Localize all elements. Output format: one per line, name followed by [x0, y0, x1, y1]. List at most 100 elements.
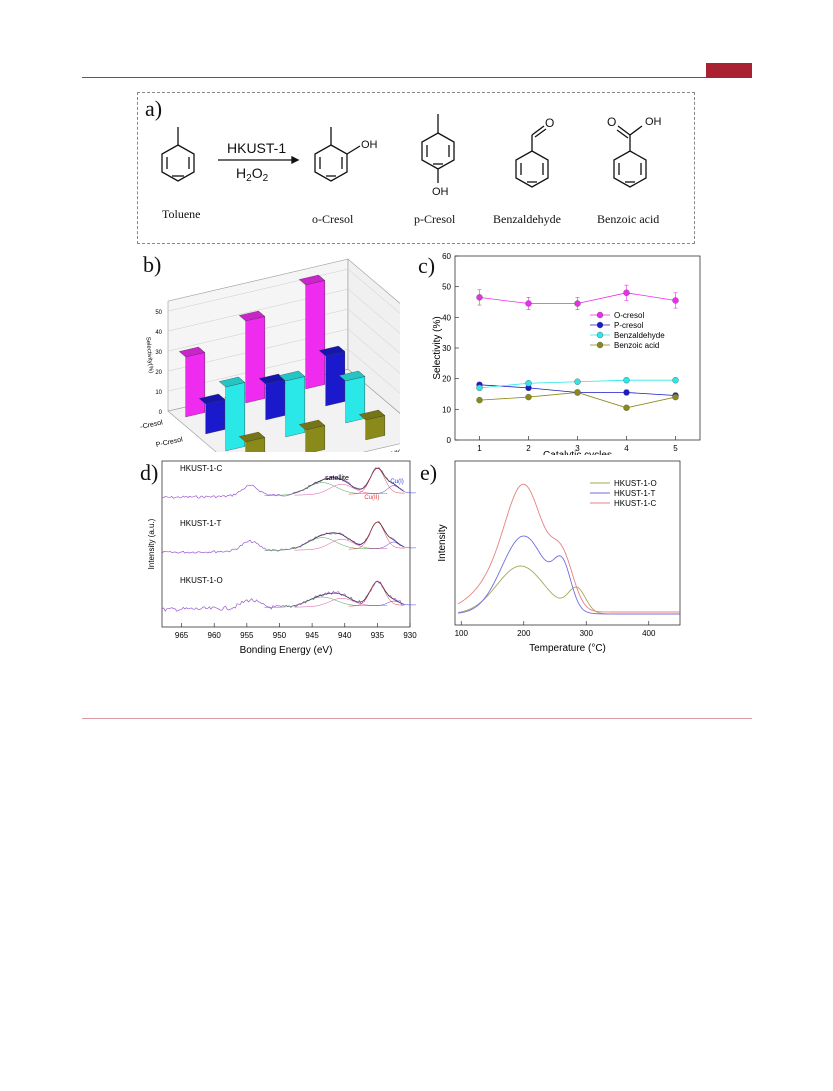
chart-e-frame [454, 460, 681, 626]
chart-d-xlabel: Bonding Energy (eV) [240, 645, 333, 656]
chart-c-xtick: 5 [673, 444, 678, 453]
chart-c-point [623, 376, 630, 384]
chart-e-xlabel: Temperature (°C) [529, 643, 606, 654]
chart-b-ztick: 30 [155, 350, 162, 356]
chart-c-ytick: 50 [442, 283, 451, 292]
chart-b-ztick: 50 [155, 310, 162, 316]
chart-c-point [574, 389, 581, 396]
chart-c-point [476, 396, 483, 404]
chart-e-tpr: 100 200 300 400 Temperature (°C) Intensity HKU… [437, 460, 681, 654]
chart-c-point [672, 393, 679, 401]
chart-d-annotation-satellite: satellite [325, 475, 349, 482]
chart-b-bar [258, 373, 286, 421]
chart-d-xtick: 935 [371, 631, 385, 640]
chart-e-legend-label: HKUST-1-T [614, 489, 655, 498]
toluene-ring [161, 144, 195, 182]
chart-e-legend-label: HKUST-1-C [614, 499, 656, 508]
chart-b-zlabel: Selectivity(%) [144, 337, 153, 374]
chart-d-component [294, 539, 388, 551]
panel-c-label: c) [418, 253, 436, 278]
chart-d-annotation-cu1: Cu(I) [390, 479, 403, 485]
chart-e-curve [458, 535, 680, 615]
o-cresol-oh: OH [361, 139, 378, 151]
chart-e-ylabel: Intensity [437, 524, 448, 561]
reaction-scheme: HKUST-1 H2O2 OH OH O O OH [161, 114, 662, 198]
chart-c-ytick: 0 [447, 436, 452, 445]
bottom-rule [82, 718, 752, 719]
chart-c-legend-label: Benzoic acid [614, 341, 659, 350]
benzoic-o: O [607, 115, 616, 129]
chart-d-xtick: 950 [273, 631, 287, 640]
chart-e-xtick: 300 [580, 629, 594, 638]
chart-b-bar [358, 409, 386, 441]
chart-d-component [370, 485, 416, 494]
header-tab [706, 63, 752, 78]
molecule-name-p-cresol: p-Cresol [414, 212, 456, 226]
chart-d-xtick: 945 [305, 631, 319, 640]
chart-e-xtick: 400 [642, 629, 656, 638]
chart-d-component [370, 541, 416, 549]
chart-c-series [476, 376, 679, 392]
molecule-name-benzaldehyde: Benzaldehyde [493, 212, 561, 226]
chart-c-frame [454, 255, 701, 441]
molecule-name-o-cresol: o-Cresol [312, 212, 354, 226]
chart-d-xtick: 965 [175, 631, 189, 640]
chart-c-ytick: 40 [442, 313, 451, 322]
chart-c-point [525, 300, 532, 307]
chart-d-component [264, 537, 379, 551]
chart-c-ytick: 30 [442, 344, 451, 353]
chart-c-series [476, 284, 679, 310]
chart-c-point [476, 384, 483, 392]
chart-e-xtick: 100 [455, 629, 469, 638]
chart-e-curve [457, 483, 680, 613]
chart-d-series-label: HKUST-1-O [180, 576, 223, 585]
chart-b-bar [338, 370, 366, 424]
panel-a-label: a) [145, 96, 163, 121]
chart-e-legend-label: HKUST-1-O [614, 479, 657, 488]
molecule-name-benzoic-acid: Benzoic acid [597, 212, 660, 226]
chart-b-bar [298, 419, 326, 452]
chart-c-ytick: 60 [442, 252, 451, 261]
chart-b-product-label: P-Cresol [155, 436, 184, 449]
chart-c-point [574, 378, 581, 385]
chart-d-xtick: 930 [403, 631, 417, 640]
chart-d-xps: 965 960 955 950 945 940 935 930 Bonding Energy (… [147, 460, 417, 656]
panel-b-label: b) [143, 252, 162, 277]
chart-d-frame [161, 460, 411, 628]
chart-d-annotation-cu2: Cu(II) [364, 495, 379, 501]
chart-b-ztick: 20 [155, 370, 162, 376]
panel-e-label: e) [420, 460, 438, 485]
p-cresol-oh: OH [432, 186, 449, 198]
chart-c-selectivity: 0 10 20 30 40 50 60 1 2 3 4 5 Catalytic cycles Select… [432, 252, 701, 455]
benzaldehyde-o: O [545, 116, 554, 130]
chart-b-bar [238, 431, 266, 452]
chart-c-point [525, 380, 532, 387]
catalyst-label: HKUST-1 [227, 140, 286, 156]
chart-c-xtick: 1 [477, 444, 482, 453]
chart-c-point [672, 297, 679, 304]
chart-e-xtick: 200 [517, 629, 531, 638]
molecule-name-toluene: Toluene [162, 207, 201, 221]
chart-d-ylabel: Intensity (a.u.) [147, 518, 156, 569]
chart-d-component [294, 484, 388, 496]
chart-b-product-label: O-Cresol [140, 419, 164, 432]
chart-c-ytick: 10 [442, 405, 451, 414]
chart-d-component [294, 598, 388, 608]
chart-b-bar [238, 310, 266, 404]
chart-b-bar [298, 274, 326, 390]
chart-d-component [264, 596, 379, 608]
benzoic-oh: OH [645, 116, 662, 128]
chart-d-series-label: HKUST-1-C [180, 464, 222, 473]
chart-c-xtick: 4 [624, 444, 629, 453]
chart-c-legend-label: O-cresol [614, 311, 644, 320]
top-rule [82, 77, 752, 78]
chart-c-series [476, 389, 679, 412]
chart-c-point [476, 294, 483, 301]
chart-c-legend-marker [596, 341, 604, 349]
chart-c-legend-marker [596, 311, 604, 319]
chart-d-component [264, 482, 379, 496]
chart-c-legend-label: P-cresol [614, 321, 644, 330]
chart-d-component [370, 600, 416, 606]
chart-c-xtick: 3 [575, 444, 580, 453]
chart-c-xlabel: Catalytic cycles [543, 450, 612, 455]
